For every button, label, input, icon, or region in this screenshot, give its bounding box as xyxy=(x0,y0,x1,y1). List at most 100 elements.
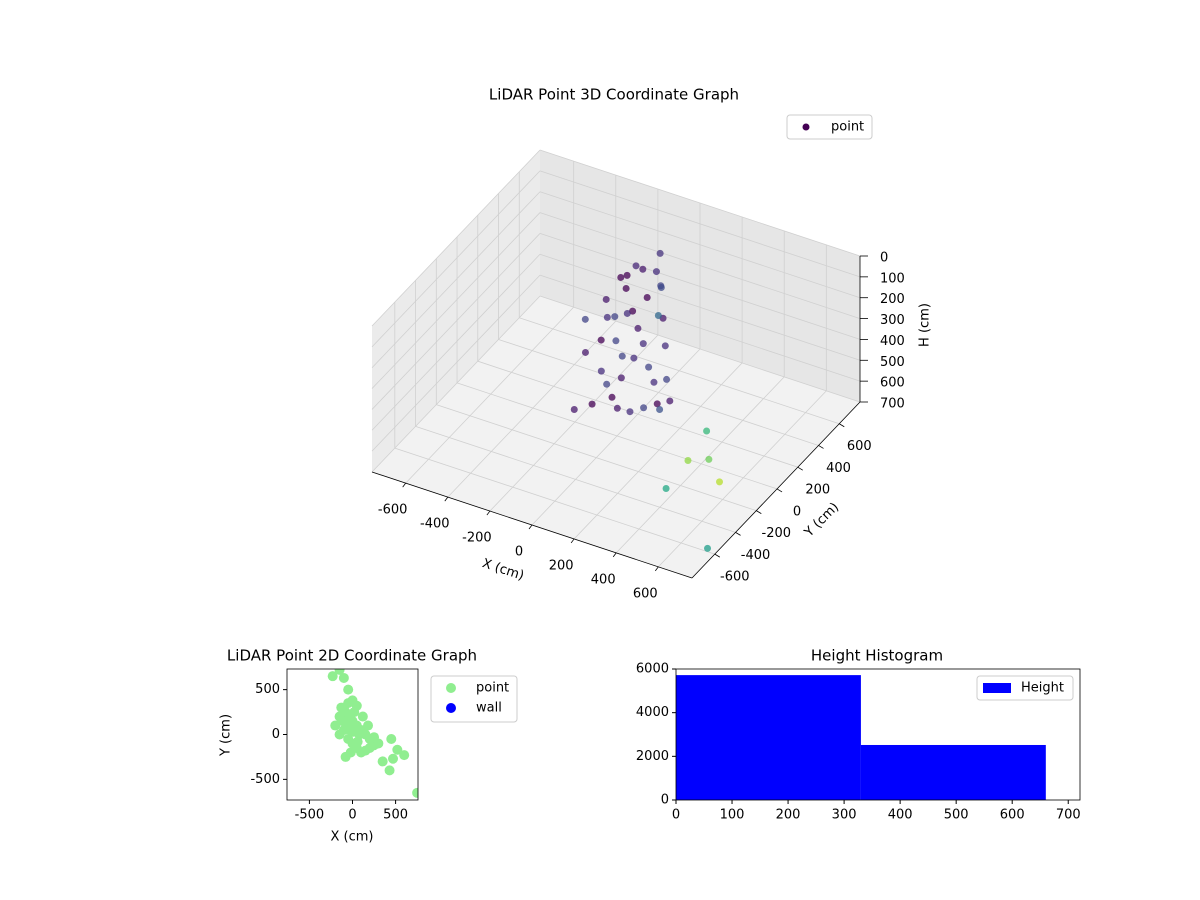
x-tick xyxy=(444,496,449,502)
legend-label: point xyxy=(476,681,509,696)
point xyxy=(338,672,349,683)
grid-line xyxy=(539,191,861,299)
y-tick-label: 4000 xyxy=(636,705,669,720)
point xyxy=(652,268,660,276)
point xyxy=(654,312,662,320)
x-tick xyxy=(528,524,533,530)
x-tick xyxy=(402,482,407,488)
y-axis xyxy=(691,401,861,579)
point xyxy=(384,765,395,776)
z-tick-label: 600 xyxy=(880,376,905,391)
y-tick xyxy=(756,510,762,514)
chart-title: LiDAR Point 3D Coordinate Graph xyxy=(489,86,739,104)
point xyxy=(639,265,647,273)
x-axis-label: X (cm) xyxy=(480,556,526,584)
y-tick xyxy=(776,488,783,493)
grid-line xyxy=(371,149,541,327)
left-pane xyxy=(372,150,540,472)
x-tick-label: 200 xyxy=(549,558,574,573)
legend-box xyxy=(786,114,873,140)
grid-line xyxy=(615,376,785,554)
grid-line xyxy=(658,390,827,568)
point xyxy=(639,340,647,348)
point xyxy=(705,455,713,463)
x-tick-label: 400 xyxy=(591,572,616,587)
legend-label: point xyxy=(831,120,864,135)
point xyxy=(622,284,630,292)
point xyxy=(653,400,661,408)
grid-line xyxy=(371,295,541,473)
y-tick-label: 0 xyxy=(272,727,280,742)
point xyxy=(661,342,669,350)
legend-label: wall xyxy=(476,701,502,716)
point xyxy=(336,702,347,713)
point xyxy=(623,309,631,317)
grid-line xyxy=(371,170,541,348)
point xyxy=(597,367,605,375)
x-tick-label: -500 xyxy=(295,808,325,823)
point xyxy=(352,736,363,747)
point xyxy=(357,711,368,722)
point xyxy=(666,397,674,405)
axes-frame xyxy=(675,668,1081,801)
point xyxy=(617,273,625,281)
legend-marker xyxy=(983,683,1011,693)
point xyxy=(340,751,351,762)
grid-line xyxy=(531,348,701,526)
chart-title: Height Histogram xyxy=(811,647,943,665)
x-axis-label: X (cm) xyxy=(331,830,374,845)
x-tick-label: -200 xyxy=(462,531,492,546)
legend-marker xyxy=(446,683,456,693)
grid-line xyxy=(519,317,840,425)
grid-line xyxy=(371,191,541,368)
point xyxy=(684,456,692,464)
grid-line xyxy=(405,306,574,484)
x-tick xyxy=(654,566,659,572)
point xyxy=(703,427,711,435)
chart-title: LiDAR Point 2D Coordinate Graph xyxy=(227,647,477,665)
y-tick-label: 0 xyxy=(793,504,801,519)
grid-line xyxy=(371,233,541,410)
point xyxy=(334,729,345,740)
x-tick-label: 600 xyxy=(633,586,658,601)
point xyxy=(640,404,648,412)
y-tick-label: -500 xyxy=(250,772,280,787)
z-tick-label: 300 xyxy=(880,313,905,328)
y-tick xyxy=(735,532,741,536)
point xyxy=(634,324,642,332)
x-tick-label: 500 xyxy=(944,808,969,823)
x-tick-label: 500 xyxy=(383,808,408,823)
point xyxy=(656,405,664,413)
y-tick xyxy=(839,423,845,428)
z-tick-label: 100 xyxy=(880,271,905,286)
point xyxy=(656,249,664,257)
point xyxy=(377,756,388,767)
point xyxy=(630,354,638,362)
x-tick xyxy=(486,510,491,516)
x-tick-label: 100 xyxy=(720,808,745,823)
point xyxy=(716,478,724,486)
grid-line xyxy=(371,212,541,389)
z-tick-label: 500 xyxy=(880,355,905,370)
y-tick-label: -200 xyxy=(762,526,792,541)
grid-line xyxy=(539,295,861,403)
point xyxy=(632,262,640,270)
y-tick-label: -600 xyxy=(720,570,750,585)
grid-line xyxy=(539,233,861,340)
point xyxy=(330,720,341,731)
grid-line xyxy=(415,425,736,533)
point xyxy=(348,726,359,737)
point xyxy=(617,374,625,382)
grid-line xyxy=(573,362,743,540)
point xyxy=(704,544,712,552)
point xyxy=(343,684,354,695)
x-tick-label: 0 xyxy=(672,808,680,823)
grid-line xyxy=(489,334,659,512)
point xyxy=(327,671,338,682)
point xyxy=(657,283,665,291)
y-tick-label: 0 xyxy=(661,793,669,808)
point xyxy=(363,720,374,731)
x-tick-label: 200 xyxy=(776,808,801,823)
z-tick-label: 200 xyxy=(880,292,905,307)
y-tick-label: 200 xyxy=(805,483,830,498)
